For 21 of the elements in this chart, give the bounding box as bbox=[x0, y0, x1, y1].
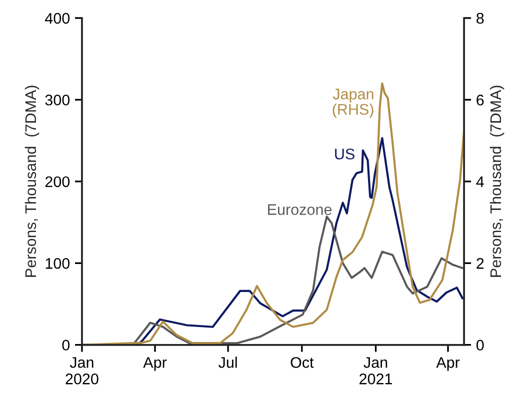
y-tick-label: 200 bbox=[45, 176, 70, 188]
y-tick-label: 100 bbox=[46, 258, 70, 269]
y2-tick-label: 0 bbox=[476, 340, 484, 351]
y2-tick-label: 2 bbox=[476, 258, 484, 269]
y-axis-title: Persons, Thousand (7DMA) bbox=[24, 86, 40, 277]
y2-tick-label: 4 bbox=[476, 176, 484, 187]
x-tick-label: Jan 2020 bbox=[66, 357, 98, 384]
y2-axis-title: Persons, Thousand (7DMA) bbox=[490, 86, 504, 277]
x-tick-label: Oct bbox=[290, 357, 314, 368]
y-tick-label: 400 bbox=[45, 12, 70, 24]
y-tick-label: 0 bbox=[62, 340, 70, 351]
series-label: Eurozone bbox=[268, 204, 332, 215]
x-tick-label: Jan 2021 bbox=[360, 357, 392, 384]
x-tick-label: Jul bbox=[218, 356, 237, 368]
x-tick-label: Apr bbox=[143, 357, 167, 371]
y2-tick-label: 6 bbox=[476, 94, 484, 106]
y-tick-label: 300 bbox=[45, 94, 70, 106]
series-label: Japan (RHS) bbox=[332, 88, 374, 118]
x-tick-label: Apr bbox=[436, 357, 460, 371]
y2-tick-label: 8 bbox=[476, 12, 484, 24]
series-label: US bbox=[335, 148, 354, 160]
